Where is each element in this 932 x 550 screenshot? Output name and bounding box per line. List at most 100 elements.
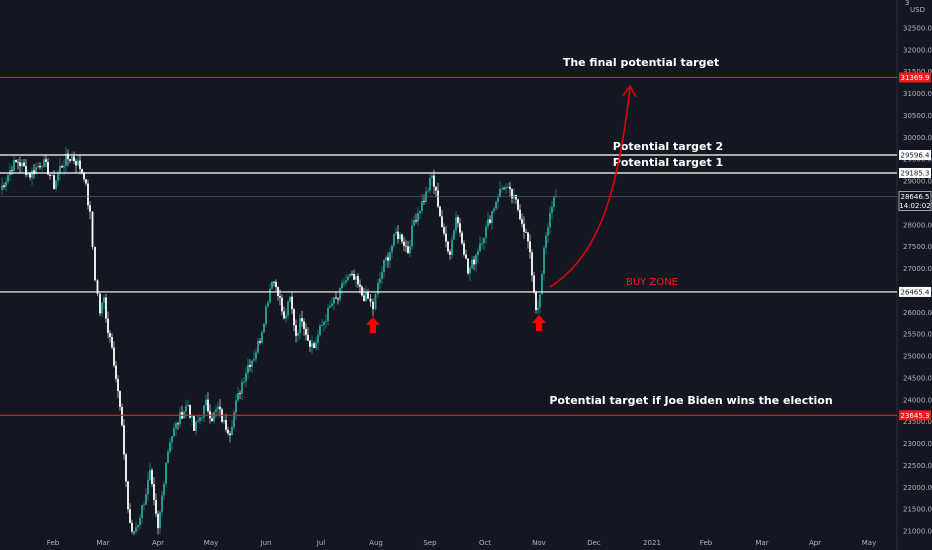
candle-body (149, 470, 151, 480)
candle-body (281, 297, 283, 312)
candle-body (31, 170, 33, 178)
x-tick-label: Feb (47, 539, 60, 547)
y-tick-label: 27000.0 (903, 265, 932, 273)
candle-body (465, 254, 467, 259)
candle-body (421, 201, 423, 211)
candle-body (235, 400, 237, 413)
candle-body (407, 246, 409, 254)
candle-body (151, 470, 153, 485)
candle-body (193, 416, 195, 431)
y-tick-label: 21500.0 (903, 506, 932, 514)
candle-body (331, 303, 333, 307)
candle-body (339, 288, 341, 300)
candle-body (7, 175, 9, 182)
candle-body (157, 513, 159, 529)
y-tick-label: 22000.0 (903, 484, 932, 492)
candle-body (17, 161, 19, 163)
candle-body (481, 243, 483, 245)
candle-body (291, 296, 293, 310)
projection-curve (549, 87, 631, 288)
candle-body (323, 321, 325, 326)
candle-body (83, 172, 85, 180)
candle-body (143, 504, 145, 506)
candle-body (255, 352, 257, 360)
candle-body (269, 288, 271, 303)
price-tag-label: 26465.4 (901, 288, 930, 296)
candle-body (215, 409, 217, 413)
price-tag (899, 150, 931, 161)
candle-body (501, 188, 503, 190)
candle-body (327, 307, 329, 321)
candle-body (13, 160, 15, 171)
candle-body (325, 320, 327, 322)
candle-body (374, 294, 377, 310)
candle-body (317, 335, 319, 343)
x-tick-label: Dec (587, 539, 601, 547)
candle-body (21, 162, 23, 167)
candle-body (401, 234, 403, 242)
price-tag (899, 410, 931, 421)
x-tick-label: Apr (809, 539, 821, 547)
candle-body (385, 257, 387, 260)
candle-body (267, 302, 269, 307)
time-axis[interactable]: Feb Mar Apr May Jun Jul Aug Sep Oct Nov Dec 2021 Feb… (47, 539, 876, 547)
x-tick-label: Mar (755, 539, 768, 547)
candle-body (195, 421, 197, 431)
buy-zone-label: BUY ZONE (626, 277, 678, 288)
y-tick-label: 31000.0 (903, 90, 932, 98)
candle-body (94, 247, 96, 281)
price-tag-label: 29596.4 (901, 152, 930, 160)
candle-body (381, 272, 383, 279)
candle-body (551, 207, 553, 213)
candle-body (219, 406, 221, 410)
candle-body (49, 174, 51, 176)
candle-body (39, 165, 41, 168)
candle-body (527, 232, 529, 242)
candle-body (515, 194, 517, 200)
candle-body (353, 274, 355, 280)
candle-body (299, 318, 301, 334)
candle-body (89, 205, 91, 212)
candle-body (485, 226, 487, 238)
candle-body (135, 527, 137, 532)
candle-body (133, 531, 135, 533)
currency-label: USD (910, 6, 925, 14)
candle-body (365, 292, 367, 302)
candle-body (319, 325, 321, 336)
candle-body (441, 216, 443, 228)
y-tick-label: 24000.0 (903, 396, 932, 404)
price-tag (899, 167, 931, 178)
candle-body (1, 185, 3, 190)
candle-body (329, 306, 331, 308)
x-tick-label: Sep (423, 539, 437, 547)
candle-body (253, 359, 255, 361)
candle-body (297, 333, 299, 336)
candle-body (45, 159, 47, 162)
candle-body (37, 165, 39, 168)
candle-body (309, 340, 311, 347)
candle-body (535, 292, 537, 310)
candle-body (483, 237, 485, 244)
candle-body (85, 179, 87, 184)
candle-body (165, 463, 167, 484)
candle-body (479, 243, 481, 252)
candle-body (521, 219, 523, 224)
candle-body (153, 484, 155, 500)
candle-body (161, 495, 163, 512)
candle-body (429, 177, 431, 191)
candle-body (241, 382, 243, 394)
candle-body (347, 276, 349, 281)
candle-body (127, 481, 129, 510)
candle-body (449, 251, 451, 255)
candle-body (233, 412, 235, 428)
candle-body (203, 405, 205, 418)
price-axis[interactable]: 21000.0 21500.0 22000.0 22500.0 23000.0 23500… (903, 0, 932, 536)
candle-body (79, 160, 81, 169)
candle-body (217, 406, 219, 410)
y-tick-label: 23500.0 (903, 418, 932, 426)
countdown-label: 14:02:02 (899, 202, 930, 210)
candle-body (499, 188, 501, 198)
candle-body (427, 190, 429, 192)
candle-body (163, 483, 165, 496)
